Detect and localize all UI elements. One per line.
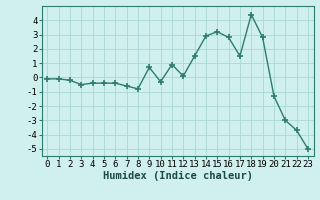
X-axis label: Humidex (Indice chaleur): Humidex (Indice chaleur) xyxy=(103,171,252,181)
